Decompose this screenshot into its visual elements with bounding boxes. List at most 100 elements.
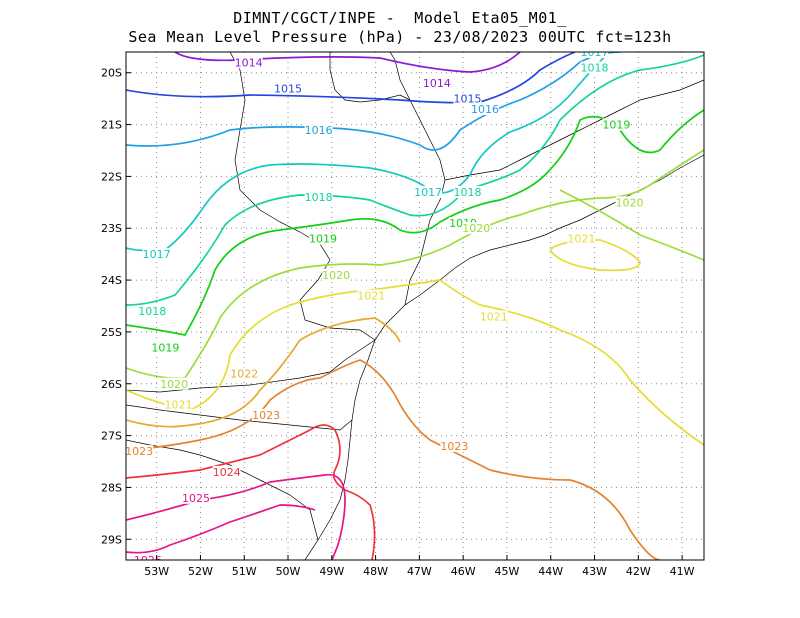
contour-label-bg [580,52,609,58]
state-border-2 [126,404,353,431]
lat-tick-label: 21S [101,119,122,132]
contour-label: 1020 [462,222,490,235]
contour-label-bg [133,554,162,560]
contour-label: 1025 [182,492,210,505]
contour-label: 1026 [134,554,162,567]
contour-label: 1021 [165,398,193,411]
plot-frame [125,51,705,561]
contour-label: 1021 [567,233,595,246]
lon-tick-label: 51W [232,565,257,578]
contour-label-bg [274,82,303,95]
contour-label: 1023 [440,440,468,453]
contour-label: 1019 [309,233,337,246]
lat-tick-label: 29S [101,533,122,546]
state-border-1 [229,52,376,341]
isobar-1018a [126,54,704,306]
contour-label-bg [164,398,193,411]
contour-label-bg [142,248,171,261]
contour-label: 1023 [125,445,153,458]
contour-label-bg [151,341,180,354]
contour-label-bg [357,289,386,302]
contour-label-bg [304,191,333,204]
coastline [126,154,704,393]
isobar-1016 [126,52,621,151]
coastline-south [304,339,376,560]
isobar-1020b [559,189,704,261]
lat-tick-label: 27S [101,430,122,443]
contour-label-bg [234,56,263,69]
lon-tick-label: 52W [188,565,213,578]
contour-label: 1016 [471,103,499,116]
contour-label: 1019 [602,119,630,132]
contour-label-bg [422,77,451,90]
lon-tick-label: 45W [495,565,520,578]
contour-label-bg [453,185,482,198]
contour-label: 1018 [454,186,482,199]
isobar-1022a [126,317,401,428]
lat-tick-label: 22S [101,170,122,183]
lon-tick-label: 41W [670,565,695,578]
contour-label: 1024 [213,466,241,479]
lon-tick-label: 43W [582,565,607,578]
contour-label: 1017 [581,46,609,59]
contour-label: 1016 [305,124,333,137]
lon-tick-label: 44W [538,565,563,578]
contour-label: 1017 [143,248,171,261]
isobar-1014 [174,52,521,73]
contour-labels: 1014101410151015101610161017101710171018… [125,46,644,567]
state-border-5 [329,52,411,103]
contour-label: 1020 [160,378,188,391]
contour-label: 1022 [230,367,258,380]
state-border-4 [444,79,704,181]
contour-label-bg [567,232,596,245]
contour-label: 1014 [235,56,263,69]
latitude-ticks: 20S 21S 22S 23S 24S 25S 26S 27S 28S 29S [101,67,131,546]
lon-tick-label: 50W [276,565,301,578]
isobar-1015 [126,52,576,104]
title-line-1: DIMNT/CGCT/INPE - Model Eta05_M01_ [233,9,567,27]
contour-label: 1023 [252,409,280,422]
lat-tick-label: 25S [101,326,122,339]
contour-label: 1019 [151,341,179,354]
isobar-1021a [126,279,704,446]
contour-label: 1021 [480,310,508,323]
lat-tick-label: 20S [101,67,122,80]
contour-label-bg [602,118,631,131]
isobar-1024a [126,424,376,560]
contour-label-bg [453,92,482,105]
contour-label-bg [212,465,241,478]
lat-tick-label: 26S [101,378,122,391]
contour-label: 1015 [274,82,302,95]
contour-label: 1015 [454,93,482,106]
contour-label: 1021 [357,290,385,303]
lon-tick-label: 42W [626,565,651,578]
contour-label-bg [160,377,189,390]
lon-tick-label: 46W [451,565,476,578]
isobars [126,52,704,560]
contour-label-bg [414,185,443,198]
contour-label-bg [138,305,167,318]
contour-label-bg [230,367,259,380]
longitude-ticks: 53W 52W 51W 50W 49W 48W 47W 46W 45W 44W 43W 42W 41W [144,555,695,578]
contour-label-bg [440,439,469,452]
lat-tick-label: 24S [101,274,122,287]
isobar-1026a [126,504,316,554]
contour-label-bg [182,491,211,504]
contour-label: 1018 [581,62,609,75]
contour-label: 1018 [138,305,166,318]
lon-tick-label: 48W [363,565,388,578]
title-line-2: Sea Mean Level Pressure (hPa) - 23/08/20… [128,28,672,46]
lon-tick-label: 49W [319,565,344,578]
lon-tick-label: 53W [144,565,169,578]
contour-label-bg [304,123,333,136]
contour-label-bg [615,196,644,209]
contour-label: 1020 [616,196,644,209]
contour-label-bg [462,222,491,235]
contour-label-bg [126,445,154,458]
isobar-1017a [126,52,611,252]
contour-label-bg [252,408,281,421]
contour-label-bg [580,61,609,74]
lat-tick-label: 28S [101,481,122,494]
lon-tick-label: 47W [407,565,432,578]
